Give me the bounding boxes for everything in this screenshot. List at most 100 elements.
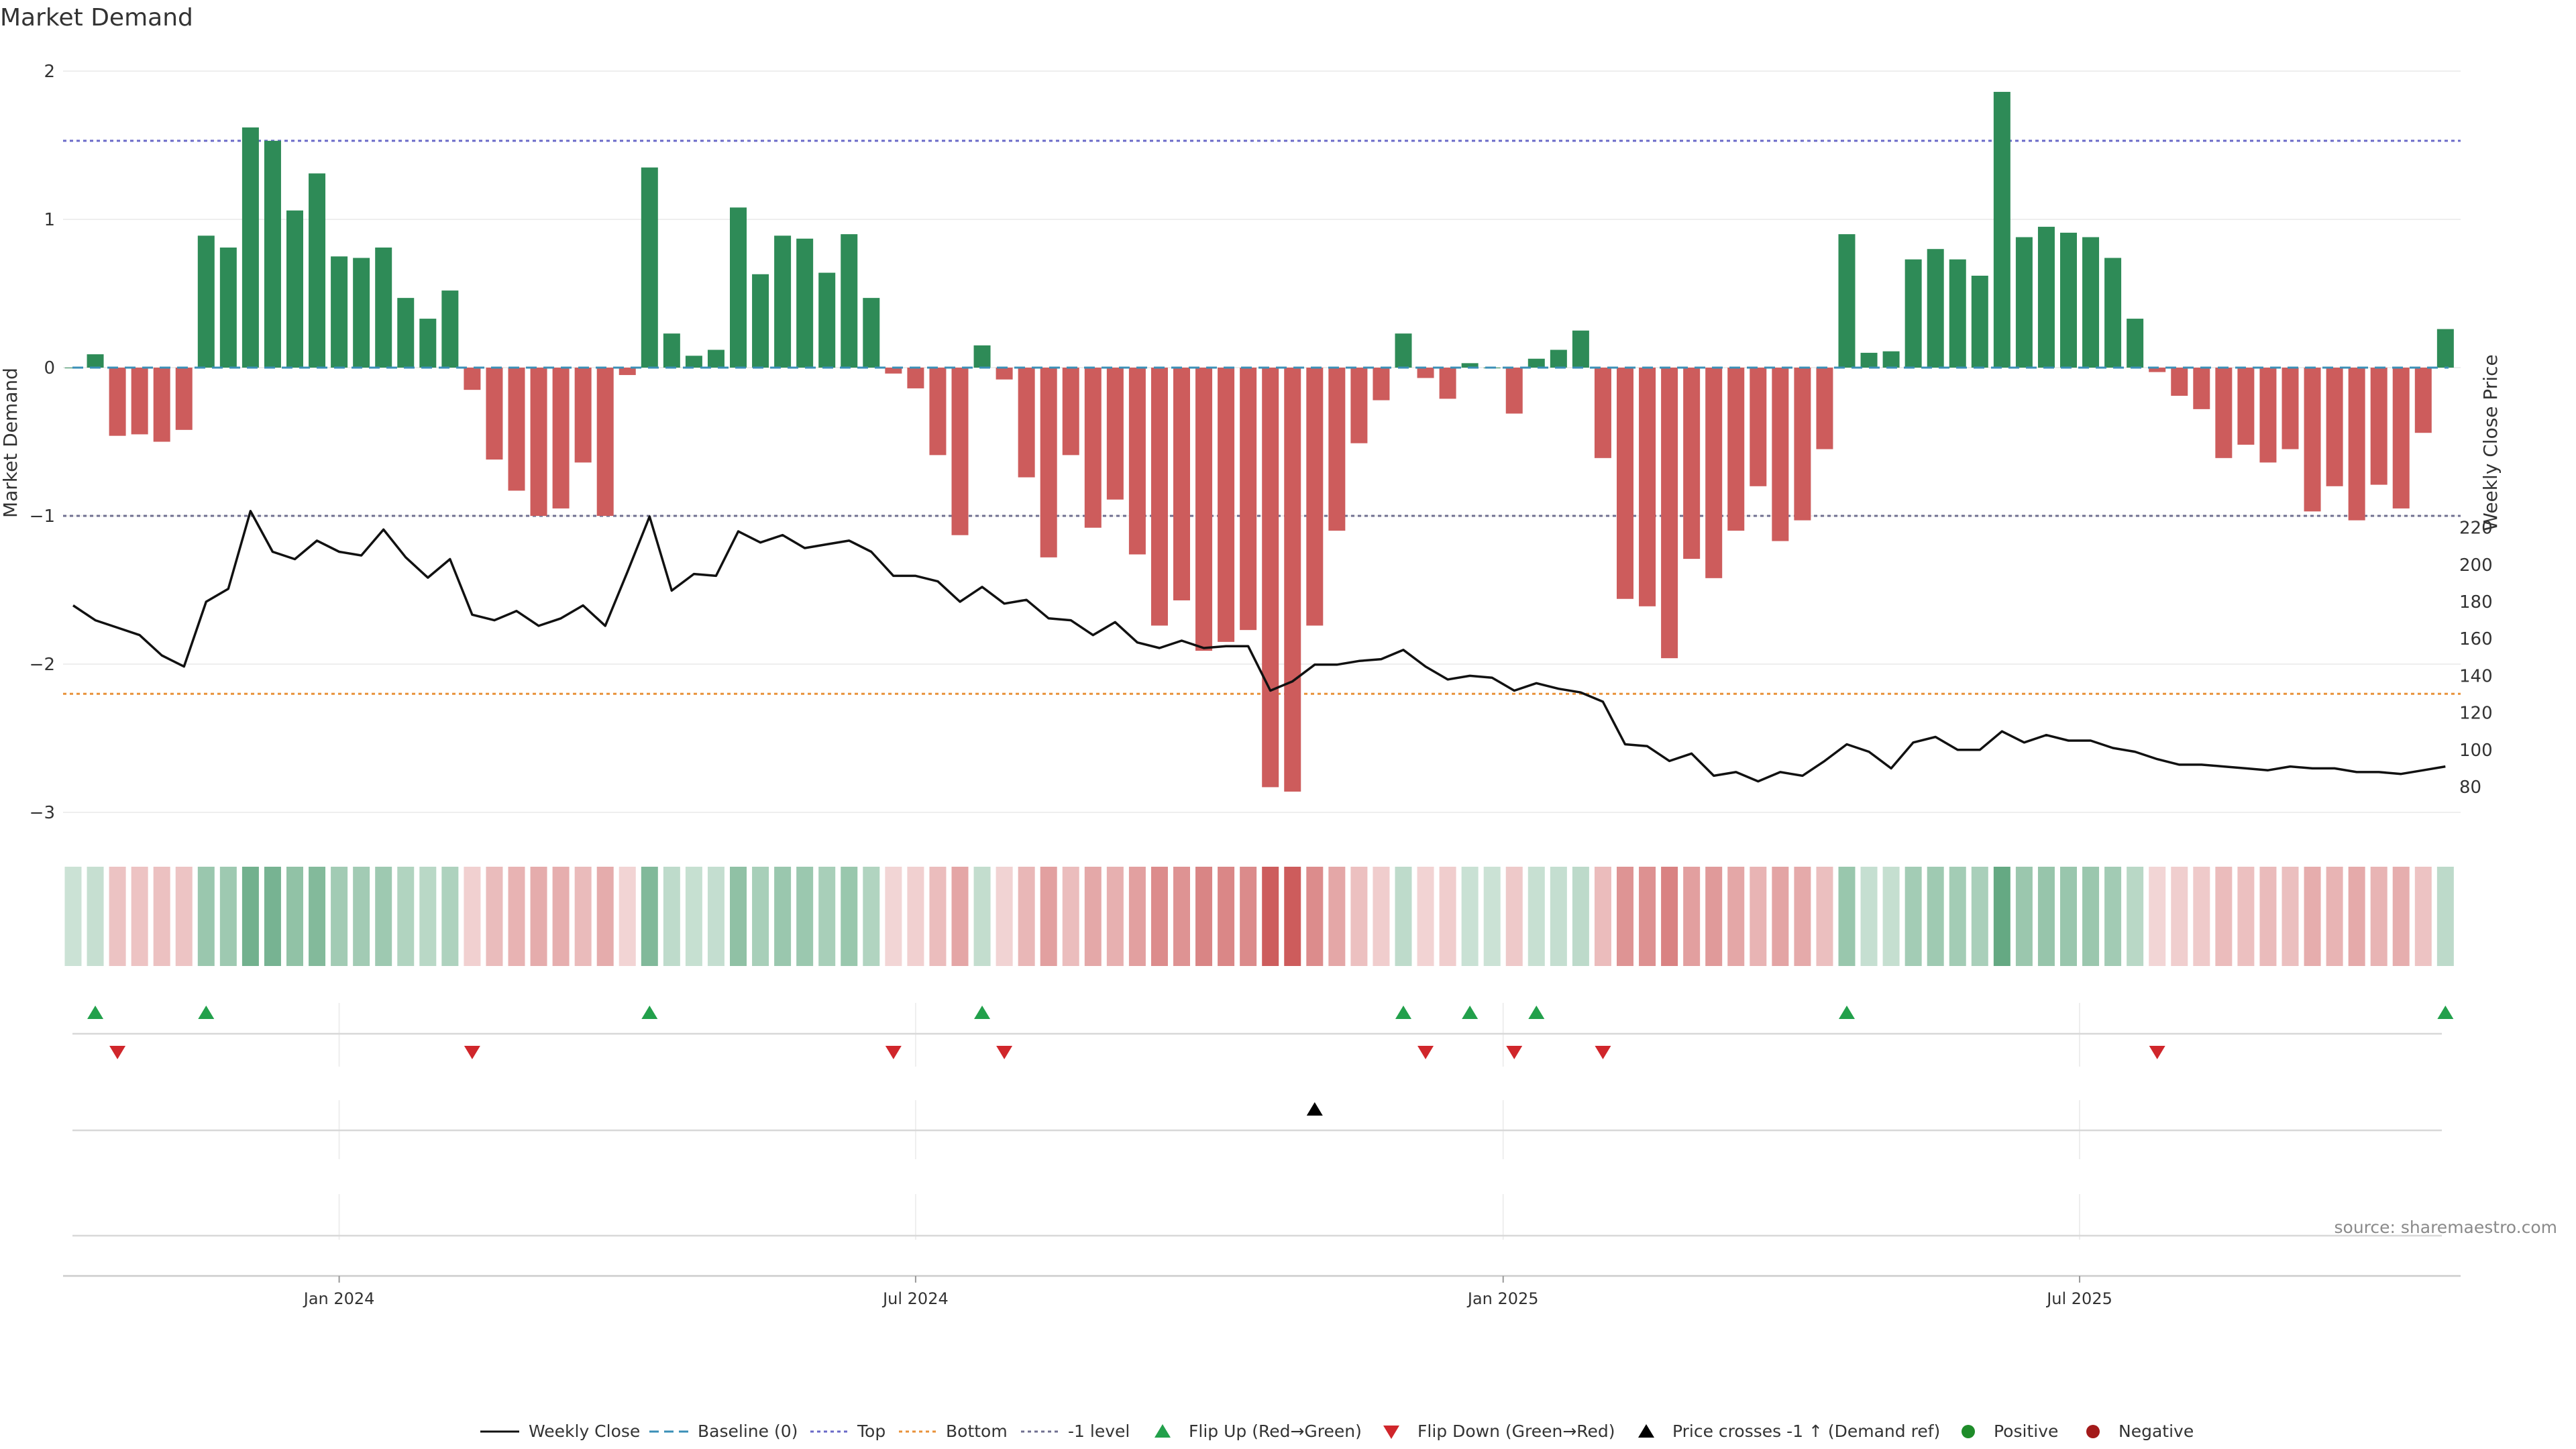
heat-cell <box>929 867 947 966</box>
heat-cell <box>1860 867 1878 966</box>
demand-bar <box>574 368 592 463</box>
demand-bar <box>641 167 658 368</box>
demand-bar <box>1949 259 1966 368</box>
heat-cell <box>87 867 104 966</box>
flip-up-marker <box>641 1006 658 1019</box>
heat-cell <box>1505 867 1523 966</box>
heat-cell <box>1218 867 1235 966</box>
demand-bar <box>1639 368 1656 606</box>
legend-swatch <box>1962 1425 1975 1438</box>
heat-cell <box>2193 867 2210 966</box>
demand-bar <box>1218 368 1235 642</box>
heat-cell <box>1993 867 2010 966</box>
demand-bar <box>1594 368 1611 458</box>
demand-bar <box>1772 368 1789 541</box>
heat-cell <box>973 867 991 966</box>
heat-cell <box>1262 867 1279 966</box>
legend-swatch <box>1383 1426 1399 1439</box>
demand-bar <box>309 173 326 368</box>
heat-cell <box>1128 867 1146 966</box>
heat-cell <box>2237 867 2255 966</box>
demand-bar <box>1350 368 1368 443</box>
demand-bar <box>596 368 614 516</box>
y2-tick-label: 100 <box>2459 741 2493 761</box>
heat-cell <box>1395 867 1412 966</box>
demand-bar <box>2436 329 2454 368</box>
demand-bar <box>1505 368 1523 414</box>
demand-bar <box>331 256 348 368</box>
heat-cell <box>309 867 326 966</box>
demand-bar <box>730 207 747 368</box>
demand-bar <box>1993 91 2010 368</box>
heat-cell <box>2304 867 2321 966</box>
heat-cell <box>1018 867 1035 966</box>
heat-cell <box>1816 867 1833 966</box>
heat-cell <box>1683 867 1701 966</box>
demand-bar <box>2304 368 2321 512</box>
heat-cell <box>2060 867 2077 966</box>
demand-bar <box>841 234 858 368</box>
demand-bar <box>774 235 792 368</box>
demand-bar <box>1683 368 1701 559</box>
demand-bar <box>109 368 126 436</box>
legend-label: Flip Up (Red→Green) <box>1189 1421 1362 1441</box>
demand-bar <box>1373 368 1390 400</box>
heat-cell <box>774 867 792 966</box>
heat-cell <box>2104 867 2122 966</box>
heat-cell <box>2149 867 2166 966</box>
heat-cell <box>1882 867 1900 966</box>
heat-cell <box>197 867 215 966</box>
demand-bar <box>863 298 880 368</box>
demand-bar <box>1882 351 1900 368</box>
heat-cell <box>131 867 148 966</box>
demand-bars <box>64 91 2454 792</box>
demand-bar <box>197 235 215 368</box>
demand-bar <box>1971 275 1988 368</box>
heat-cell <box>219 867 237 966</box>
demand-bar <box>175 368 193 430</box>
grid-lines <box>63 70 2461 813</box>
y2-tick-label: 80 <box>2459 777 2481 798</box>
demand-bar <box>87 354 104 368</box>
flip-down-marker <box>464 1046 480 1059</box>
y-tick-label: −1 <box>30 506 55 527</box>
demand-bar <box>1705 368 1723 578</box>
demand-bar <box>1572 330 1589 368</box>
heat-cell <box>1373 867 1390 966</box>
heat-cell <box>2037 867 2055 966</box>
heat-cell <box>1594 867 1611 966</box>
legend-label: Positive <box>1994 1421 2058 1441</box>
heat-cell <box>1240 867 1257 966</box>
heat-cell <box>1328 867 1346 966</box>
demand-bar <box>2215 368 2233 458</box>
heat-cell <box>1439 867 1456 966</box>
demand-bar <box>508 368 525 491</box>
heat-cell <box>331 867 348 966</box>
heat-cell <box>241 867 259 966</box>
demand-bar <box>1527 358 1545 368</box>
demand-bar <box>1106 368 1124 500</box>
demand-bar <box>2171 368 2188 396</box>
demand-bar <box>286 210 303 368</box>
y-tick-label: 0 <box>44 358 55 378</box>
demand-bar <box>375 247 392 368</box>
demand-bar <box>2082 237 2100 368</box>
heat-cell <box>663 867 680 966</box>
heat-cell <box>2282 867 2299 966</box>
heat-cell <box>1417 867 1434 966</box>
demand-bar <box>2060 232 2077 368</box>
signal-markers <box>87 1006 2454 1116</box>
demand-bar <box>2193 368 2210 409</box>
heat-cell <box>1062 867 1079 966</box>
demand-bar <box>2015 237 2033 368</box>
heat-cell <box>796 867 814 966</box>
heat-cell <box>1306 867 1324 966</box>
heat-cell <box>353 867 370 966</box>
flip-up-marker <box>198 1006 215 1019</box>
heat-cell <box>2215 867 2233 966</box>
flip-down-marker <box>109 1046 126 1059</box>
y2-tick-label: 120 <box>2459 704 2493 724</box>
heat-cell <box>1705 867 1723 966</box>
heat-cell <box>730 867 747 966</box>
y-tick-label: 1 <box>44 210 55 230</box>
